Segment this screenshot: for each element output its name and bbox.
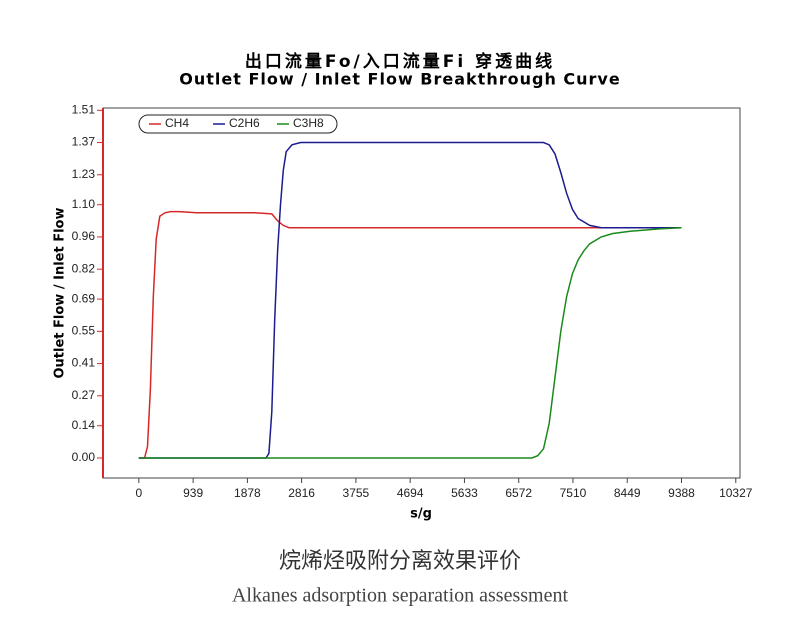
y-tick-label: 1.23 <box>72 167 96 181</box>
x-tick-label: 2816 <box>288 486 315 500</box>
y-tick-label: 1.51 <box>72 102 96 116</box>
legend-label: C2H6 <box>229 116 260 130</box>
x-tick-label: 10327 <box>719 486 753 500</box>
x-tick-label: 4694 <box>397 486 424 500</box>
y-tick-label: 0.27 <box>72 388 96 402</box>
y-tick-label: 0.14 <box>72 418 96 432</box>
caption-translation: Alkanes adsorption separation assessment <box>232 585 568 607</box>
chart-title: 出口流量Fo/入口流量Fi 穿透曲线 <box>245 51 555 72</box>
x-tick-label: 8449 <box>614 486 641 500</box>
y-tick-label: 0.41 <box>72 356 96 370</box>
y-tick-label: 0.96 <box>72 229 96 243</box>
y-axis-label: Outlet Flow / Inlet Flow <box>53 208 68 379</box>
x-tick-label: 1878 <box>234 486 261 500</box>
chart-subtitle: Outlet Flow / Inlet Flow Breakthrough Cu… <box>179 70 620 89</box>
caption: 烷烯烃吸附分离效果评价 <box>279 549 521 574</box>
x-axis-label: s/g <box>410 507 432 522</box>
x-tick-label: 5633 <box>451 486 478 500</box>
legend-box <box>138 114 338 134</box>
plot-frame <box>102 107 741 479</box>
y-tick-label: 0.00 <box>72 450 96 464</box>
x-tick-label: 0 <box>135 486 142 500</box>
x-tick-label: 939 <box>183 486 203 500</box>
y-tick-label: 0.55 <box>72 324 96 338</box>
x-tick-label: 7510 <box>560 486 587 500</box>
series-line <box>138 226 682 459</box>
x-tick-label: 3755 <box>343 486 370 500</box>
y-tick-label: 1.10 <box>72 197 96 211</box>
y-tick-label: 0.69 <box>72 291 96 305</box>
x-tick-label: 9388 <box>668 486 695 500</box>
series-line <box>138 210 682 459</box>
legend-label: C3H8 <box>293 116 324 130</box>
x-tick-label: 6572 <box>505 486 532 500</box>
series-line <box>138 141 682 459</box>
y-tick-label: 0.82 <box>72 261 96 275</box>
legend-label: CH4 <box>165 116 189 130</box>
y-tick-label: 1.37 <box>72 135 96 149</box>
